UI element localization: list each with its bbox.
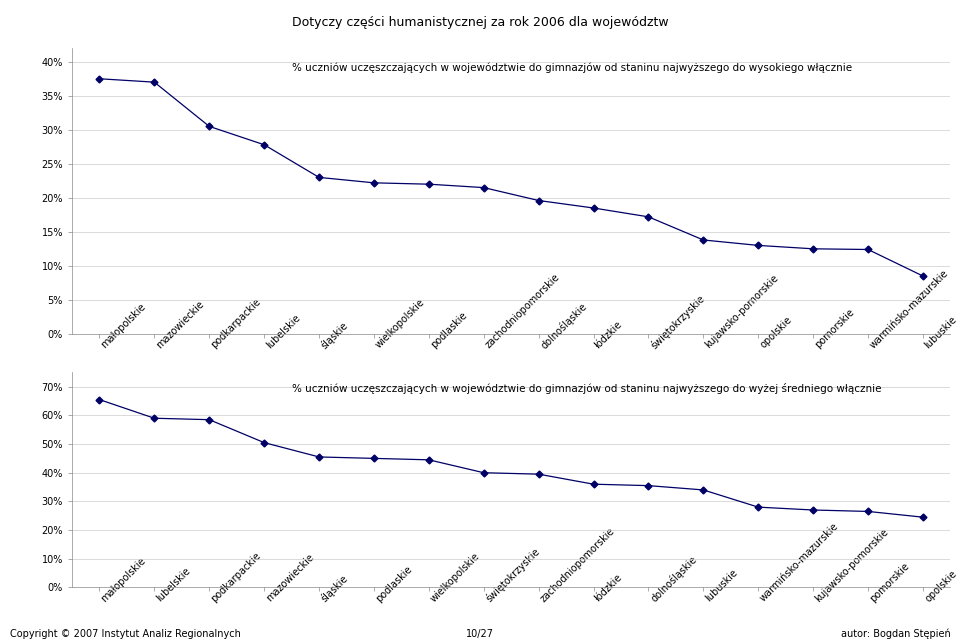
Text: 10/27: 10/27 xyxy=(466,629,494,639)
Text: Copyright © 2007 Instytut Analiz Regionalnych: Copyright © 2007 Instytut Analiz Regiona… xyxy=(10,629,240,639)
Text: autor: Bogdan Stępień: autor: Bogdan Stępień xyxy=(841,629,950,639)
Text: % uczniów uczęszczających w województwie do gimnazjów od staninu najwyższego do : % uczniów uczęszczających w województwie… xyxy=(292,383,881,394)
Text: Dotyczy części humanistycznej za rok 2006 dla województw: Dotyczy części humanistycznej za rok 200… xyxy=(292,16,668,29)
Text: % uczniów uczęszczających w województwie do gimnazjów od staninu najwyższego do : % uczniów uczęszczających w województwie… xyxy=(292,62,852,73)
